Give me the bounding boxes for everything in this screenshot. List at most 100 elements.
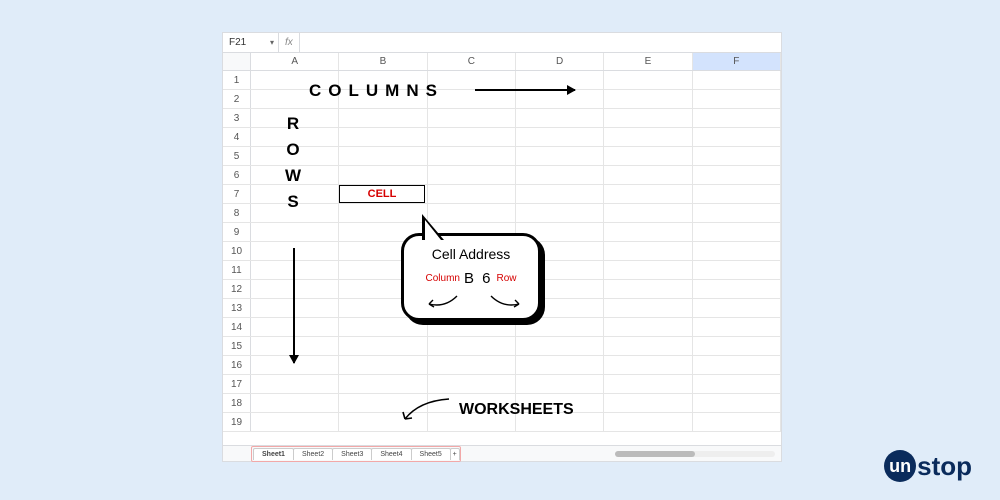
grid-cell[interactable] <box>428 337 516 355</box>
grid-cell[interactable] <box>428 223 516 241</box>
grid-cell[interactable] <box>428 375 516 393</box>
grid-cell[interactable] <box>251 299 339 317</box>
row-header[interactable]: 19 <box>223 413 251 431</box>
grid-cell[interactable] <box>693 90 781 108</box>
grid-cell[interactable] <box>339 242 427 260</box>
grid-cell[interactable] <box>693 109 781 127</box>
grid-cell[interactable] <box>251 375 339 393</box>
grid-cell[interactable] <box>604 71 692 89</box>
grid-cell[interactable] <box>693 318 781 336</box>
grid-cell[interactable] <box>693 375 781 393</box>
grid-cell[interactable] <box>251 242 339 260</box>
grid-cell[interactable] <box>339 90 427 108</box>
grid-cell[interactable] <box>604 356 692 374</box>
grid-cell[interactable] <box>428 166 516 184</box>
grid-cell[interactable] <box>516 242 604 260</box>
row-header[interactable]: 8 <box>223 204 251 222</box>
grid-cell[interactable] <box>604 280 692 298</box>
column-header[interactable]: A <box>251 53 339 70</box>
row-header[interactable]: 3 <box>223 109 251 127</box>
sheet-tab[interactable]: Sheet1 <box>253 448 294 460</box>
grid-cell[interactable] <box>339 280 427 298</box>
grid-cell[interactable] <box>604 318 692 336</box>
grid-cell[interactable] <box>428 90 516 108</box>
column-header[interactable]: C <box>428 53 516 70</box>
row-header[interactable]: 7 <box>223 185 251 203</box>
grid-cell[interactable] <box>693 394 781 412</box>
grid-cell[interactable] <box>428 261 516 279</box>
grid-cell[interactable] <box>604 299 692 317</box>
grid-cell[interactable] <box>251 413 339 431</box>
column-header[interactable]: E <box>604 53 692 70</box>
grid-cell[interactable] <box>339 109 427 127</box>
row-header[interactable]: 17 <box>223 375 251 393</box>
grid-cell[interactable] <box>339 337 427 355</box>
grid-cell[interactable] <box>428 356 516 374</box>
grid-cell[interactable] <box>516 185 604 203</box>
grid-cell[interactable] <box>693 204 781 222</box>
grid-cell[interactable] <box>693 147 781 165</box>
name-box-dropdown-icon[interactable]: ▾ <box>270 38 274 47</box>
grid-cell[interactable] <box>251 128 339 146</box>
grid-cell[interactable] <box>339 318 427 336</box>
row-header[interactable]: 4 <box>223 128 251 146</box>
grid-cell[interactable] <box>604 204 692 222</box>
grid-cell[interactable] <box>604 394 692 412</box>
grid-cell[interactable] <box>516 299 604 317</box>
grid-cell[interactable] <box>251 223 339 241</box>
grid-cell[interactable] <box>428 394 516 412</box>
grid-cell[interactable] <box>693 337 781 355</box>
grid-cell[interactable] <box>251 261 339 279</box>
row-header[interactable]: 15 <box>223 337 251 355</box>
grid-cell[interactable] <box>693 280 781 298</box>
row-header[interactable]: 10 <box>223 242 251 260</box>
grid-cell[interactable] <box>516 375 604 393</box>
horizontal-scrollbar[interactable] <box>615 451 775 457</box>
grid-cell[interactable] <box>339 375 427 393</box>
grid-cell[interactable] <box>251 147 339 165</box>
grid-cell[interactable] <box>428 71 516 89</box>
grid-cell[interactable] <box>251 337 339 355</box>
grid-cell[interactable] <box>693 261 781 279</box>
grid-cell[interactable] <box>251 185 339 203</box>
row-header[interactable]: 2 <box>223 90 251 108</box>
grid-cell[interactable] <box>251 318 339 336</box>
grid-cell[interactable] <box>339 394 427 412</box>
row-header[interactable]: 9 <box>223 223 251 241</box>
grid-cell[interactable] <box>693 185 781 203</box>
grid-cell[interactable] <box>604 242 692 260</box>
grid-cell[interactable] <box>251 166 339 184</box>
grid-cell[interactable] <box>604 109 692 127</box>
grid-cell[interactable] <box>339 204 427 222</box>
grid-cell[interactable] <box>428 109 516 127</box>
grid-cell[interactable] <box>428 280 516 298</box>
grid-cell[interactable] <box>428 413 516 431</box>
grid-cell[interactable] <box>251 394 339 412</box>
grid-cell[interactable] <box>693 299 781 317</box>
grid-cell[interactable] <box>693 71 781 89</box>
grid-cell[interactable] <box>516 394 604 412</box>
grid-cell[interactable] <box>693 413 781 431</box>
grid-cell[interactable] <box>604 223 692 241</box>
grid-cell[interactable] <box>693 356 781 374</box>
sheet-tab[interactable]: Sheet5 <box>411 448 451 460</box>
row-header[interactable]: 18 <box>223 394 251 412</box>
grid-cell[interactable] <box>428 204 516 222</box>
grid-cell[interactable] <box>339 261 427 279</box>
grid-cell[interactable] <box>516 109 604 127</box>
grid-cell[interactable] <box>516 147 604 165</box>
grid-cell[interactable] <box>251 109 339 127</box>
grid-cell[interactable] <box>516 166 604 184</box>
grid-cell[interactable] <box>428 128 516 146</box>
grid-cell[interactable] <box>251 356 339 374</box>
row-header[interactable]: 5 <box>223 147 251 165</box>
grid-cell[interactable] <box>604 147 692 165</box>
grid-cell[interactable] <box>693 128 781 146</box>
grid-cell[interactable] <box>604 166 692 184</box>
grid-cell[interactable] <box>251 71 339 89</box>
grid-cell[interactable] <box>339 166 427 184</box>
grid-cell[interactable] <box>339 185 427 203</box>
grid-cell[interactable] <box>604 261 692 279</box>
grid-cell[interactable] <box>339 128 427 146</box>
column-header[interactable]: D <box>516 53 604 70</box>
